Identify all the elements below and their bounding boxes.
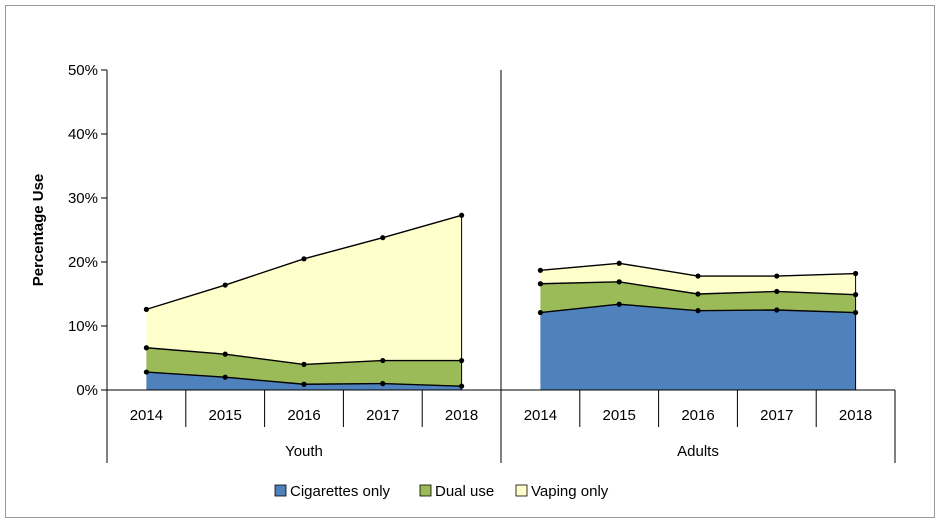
point-adults-series-0 bbox=[774, 307, 780, 313]
point-adults-series-2 bbox=[537, 267, 544, 273]
point-youth-series-0 bbox=[459, 383, 465, 389]
point-adults-series-2 bbox=[695, 273, 701, 279]
y-tick-label: 50% bbox=[68, 62, 98, 79]
legend-swatch-vaping bbox=[515, 484, 528, 497]
point-adults-series-2 bbox=[616, 260, 622, 266]
group-label-youth: Youth bbox=[285, 443, 323, 460]
point-youth-series-1 bbox=[380, 357, 386, 364]
point-youth-series-2 bbox=[459, 212, 465, 218]
point-adults-series-1 bbox=[695, 291, 701, 297]
x-tick-label: 2018 bbox=[839, 407, 872, 424]
y-tick-label: 0% bbox=[76, 382, 98, 399]
legend-label-cigarettes: Cigarettes only bbox=[290, 483, 391, 500]
point-adults-series-1 bbox=[616, 279, 622, 285]
x-tick-label: 2017 bbox=[760, 407, 793, 424]
point-youth-series-1 bbox=[222, 351, 228, 357]
y-tick-label: 10% bbox=[68, 318, 98, 335]
area-adults-series-1 bbox=[540, 281, 856, 313]
y-tick-label: 20% bbox=[68, 254, 98, 271]
area-adults-series-0 bbox=[540, 304, 856, 390]
x-tick-label: 2014 bbox=[524, 407, 557, 424]
point-youth-series-1 bbox=[459, 357, 465, 364]
chart-labels: 0% 10% 20% 30% 40% 50% 2014 2015 2016 2017 2018 You… bbox=[68, 62, 872, 460]
point-adults-series-0 bbox=[853, 309, 859, 316]
chart-markers bbox=[143, 212, 859, 389]
point-youth-series-1 bbox=[143, 345, 149, 351]
point-adults-series-1 bbox=[537, 281, 544, 287]
point-youth-series-2 bbox=[222, 282, 228, 288]
chart-frame bbox=[5, 5, 935, 518]
legend-label-dual: Dual use bbox=[435, 483, 494, 500]
legend: Cigarettes only Dual use Vaping only bbox=[274, 483, 609, 500]
point-adults-series-0 bbox=[695, 308, 701, 314]
y-tick-label: 40% bbox=[68, 126, 98, 143]
legend-label-vaping: Vaping only bbox=[531, 483, 609, 500]
point-youth-series-0 bbox=[222, 374, 228, 380]
x-tick-label: 2015 bbox=[209, 407, 242, 424]
chart-axes bbox=[101, 69, 896, 463]
group-label-adults: Adults bbox=[677, 443, 719, 460]
point-youth-series-2 bbox=[301, 256, 307, 262]
point-youth-series-0 bbox=[301, 381, 307, 387]
x-tick-label: 2016 bbox=[681, 407, 714, 424]
legend-swatch-dual bbox=[419, 484, 432, 497]
point-adults-series-0 bbox=[616, 301, 622, 307]
point-adults-series-2 bbox=[853, 270, 859, 277]
x-tick-label: 2015 bbox=[603, 407, 636, 424]
x-tick-label: 2014 bbox=[130, 407, 163, 424]
x-tick-label: 2016 bbox=[287, 407, 320, 424]
point-youth-series-0 bbox=[380, 381, 386, 387]
point-youth-series-2 bbox=[380, 235, 386, 241]
x-tick-label: 2017 bbox=[366, 407, 399, 424]
area-adults-series-2 bbox=[540, 263, 856, 295]
point-adults-series-1 bbox=[774, 288, 780, 295]
area-youth-series-2 bbox=[146, 215, 462, 365]
y-tick-label: 30% bbox=[68, 190, 98, 207]
point-adults-series-2 bbox=[774, 273, 780, 279]
point-adults-series-1 bbox=[853, 292, 859, 298]
x-tick-label: 2018 bbox=[445, 407, 478, 424]
point-adults-series-0 bbox=[537, 309, 544, 316]
point-youth-series-1 bbox=[301, 361, 307, 367]
point-youth-series-2 bbox=[143, 306, 149, 312]
y-axis-title: Percentage Use bbox=[30, 174, 47, 287]
point-youth-series-0 bbox=[143, 369, 149, 375]
legend-swatch-cigarettes bbox=[274, 484, 287, 497]
